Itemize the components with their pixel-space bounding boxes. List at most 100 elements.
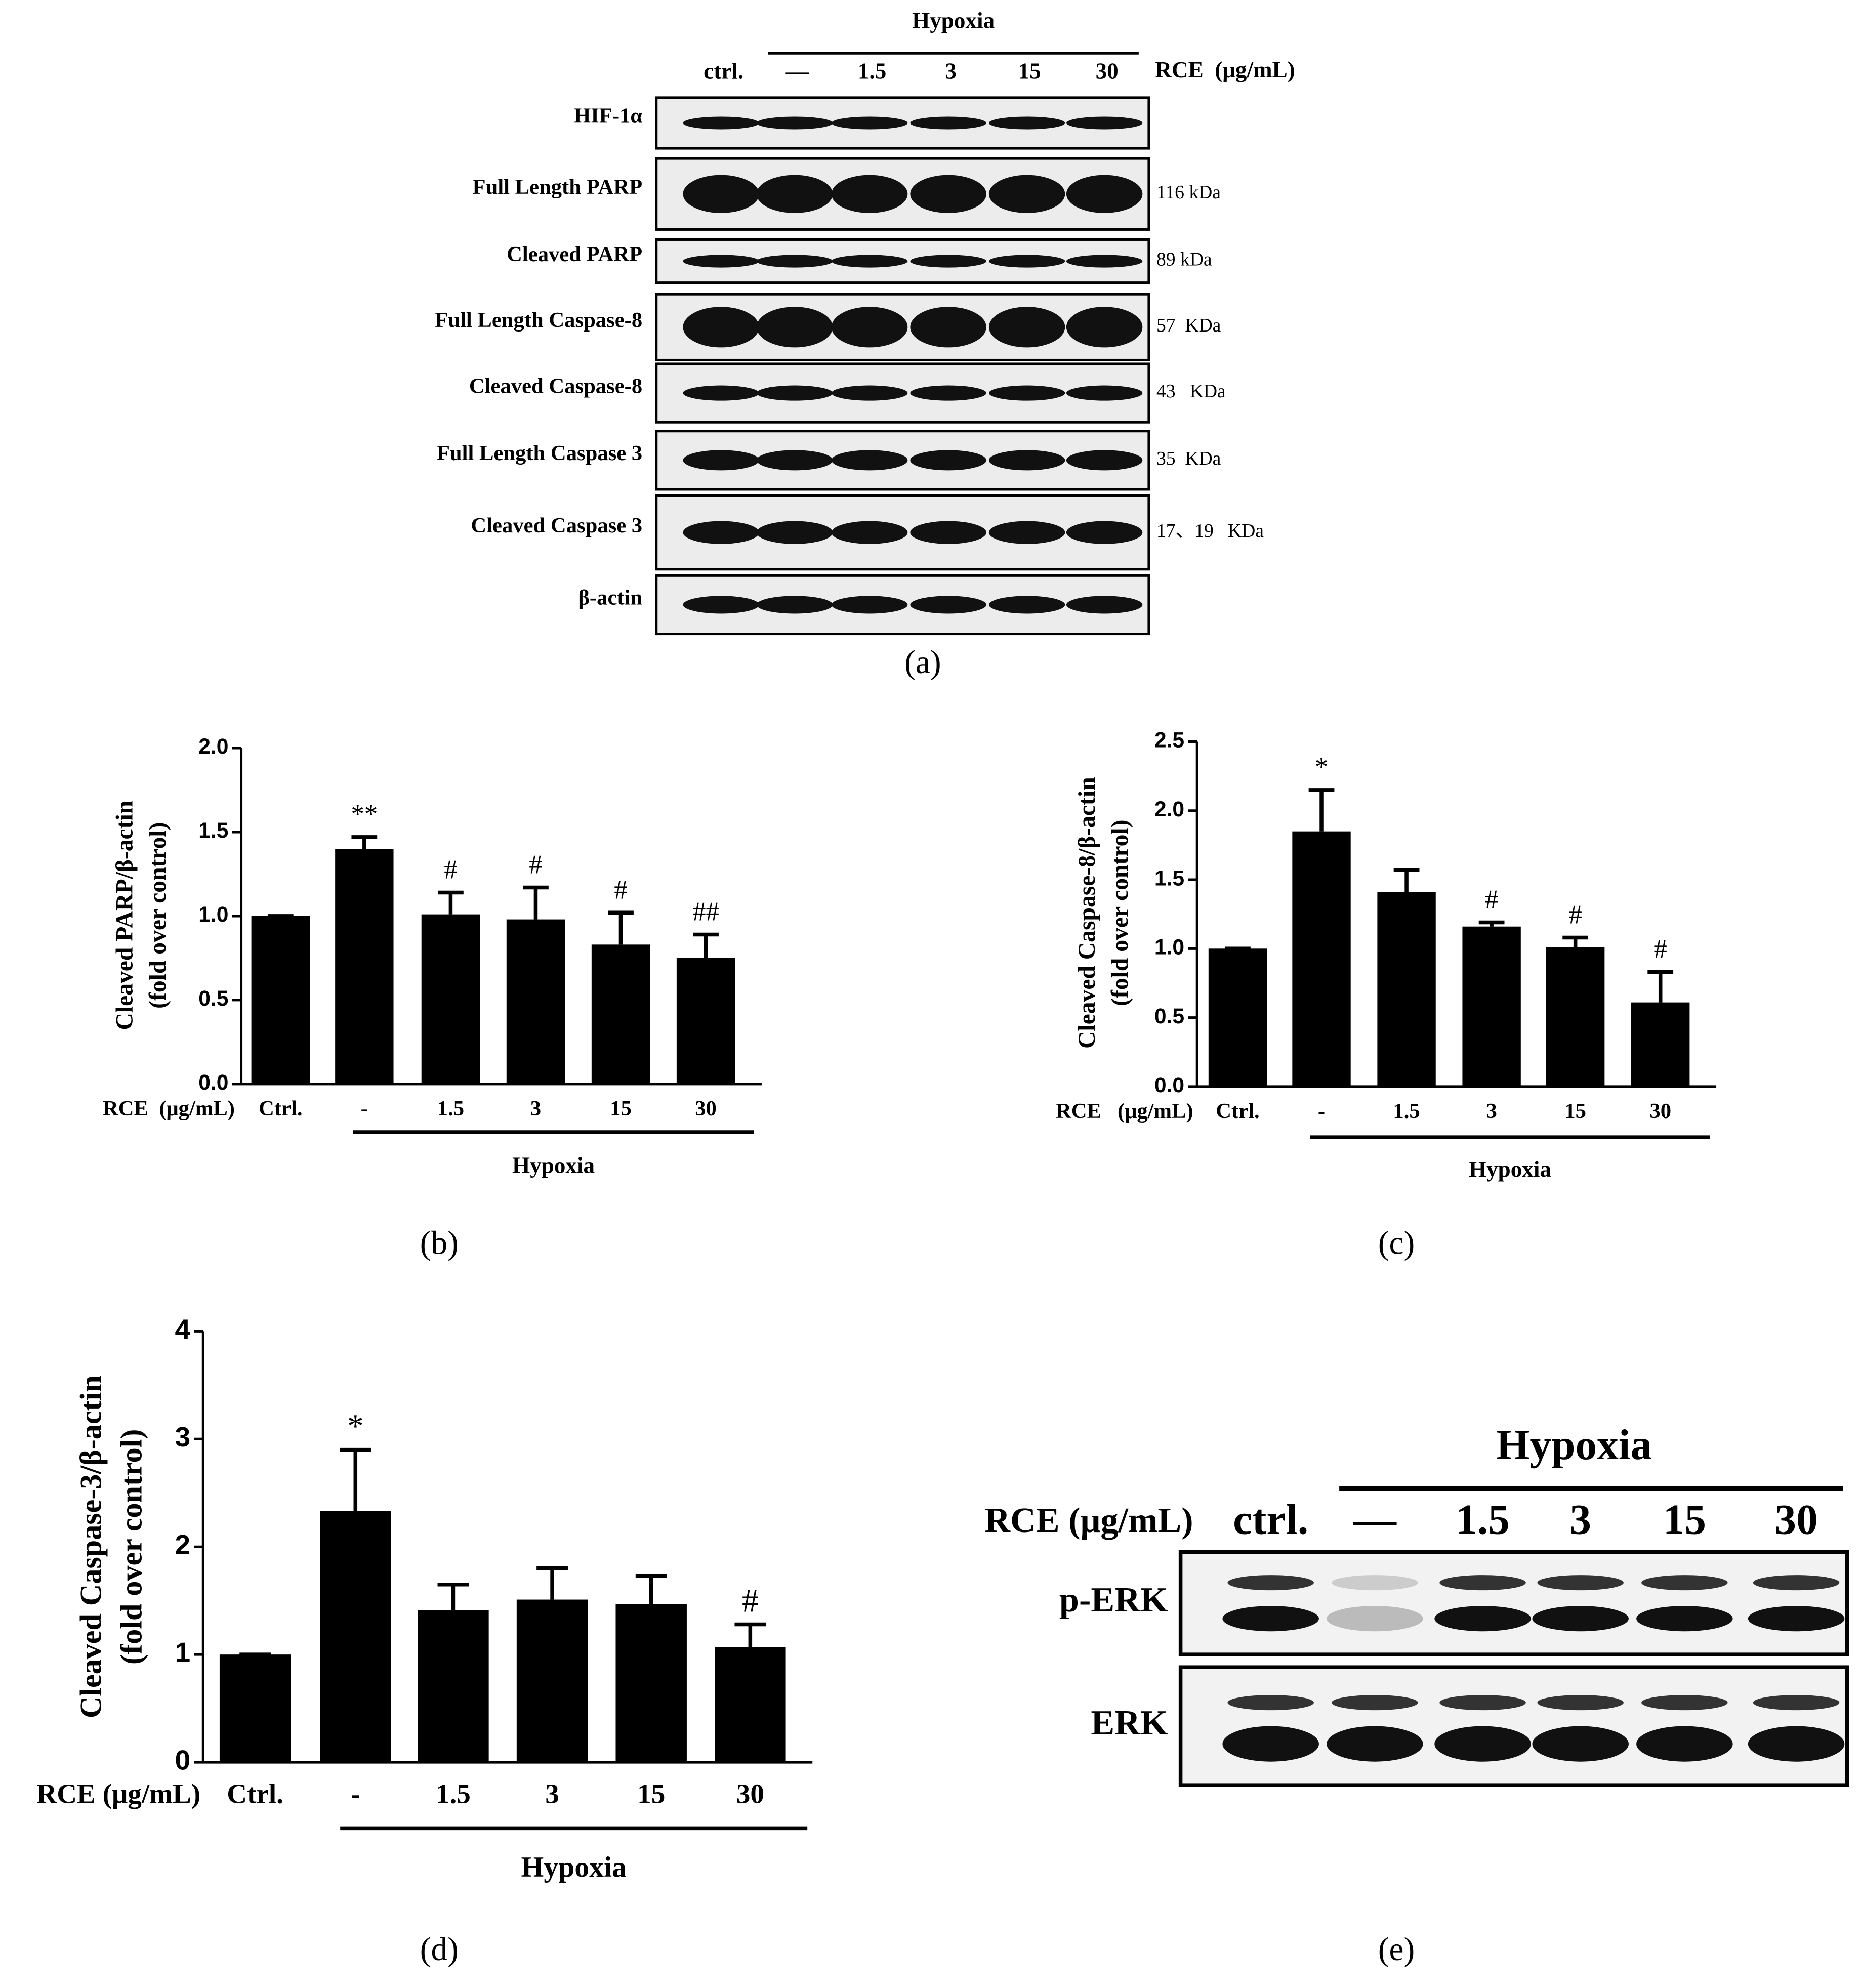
size-label: 17、19 KDa	[1156, 521, 1264, 542]
error-bar	[536, 1566, 568, 1600]
band	[1332, 1575, 1418, 1591]
band	[910, 450, 986, 471]
band	[910, 255, 986, 268]
band	[683, 255, 759, 268]
band	[756, 596, 833, 614]
band	[910, 521, 986, 544]
x-tick-label: -	[351, 1778, 360, 1809]
band	[756, 385, 833, 401]
y-tick-label: 4	[175, 1313, 191, 1345]
error-bar	[734, 1622, 766, 1647]
band	[1222, 1726, 1319, 1762]
treatment-label: RCE (μg/mL)	[984, 1501, 1193, 1540]
x-tick-label: 3	[1486, 1099, 1497, 1123]
row-label: Full Length Caspase-8	[435, 308, 642, 332]
error-bar	[351, 835, 378, 849]
x-tick-label: Ctrl.	[259, 1097, 302, 1121]
band	[910, 385, 986, 401]
band	[1753, 1575, 1840, 1591]
band	[910, 116, 986, 130]
bar	[251, 916, 310, 1084]
bar	[1462, 926, 1521, 1087]
lane-label: 15	[1018, 59, 1041, 84]
significance-label: #	[1654, 935, 1667, 964]
y-tick-label: 3	[175, 1421, 191, 1453]
band	[1227, 1575, 1314, 1591]
bar	[335, 849, 394, 1084]
band	[988, 521, 1065, 544]
y-tick-label: 0	[175, 1745, 191, 1776]
band	[1537, 1575, 1624, 1591]
band	[756, 255, 833, 268]
significance-label: ##	[692, 897, 719, 926]
row-label: HIF-1α	[574, 104, 642, 128]
y-tick-label: 1.5	[198, 818, 228, 843]
x-tick-label: Ctrl.	[1216, 1099, 1259, 1123]
lane-label: ctrl.	[1233, 1496, 1308, 1544]
band	[683, 385, 759, 401]
error-bar	[608, 910, 634, 945]
bar	[421, 914, 480, 1084]
band	[988, 255, 1065, 268]
band	[910, 596, 986, 614]
bar	[615, 1604, 687, 1763]
band	[683, 307, 759, 348]
x-tick-label: 1.5	[436, 1778, 471, 1809]
band	[1439, 1695, 1526, 1711]
error-bar	[1308, 788, 1335, 832]
band	[1636, 1606, 1733, 1632]
row-label: p-ERK	[1059, 1580, 1168, 1620]
group-label: Hypoxia	[1469, 1156, 1551, 1182]
x-tick-label: 1.5	[1393, 1099, 1420, 1123]
group-label: Hypoxia	[512, 1153, 595, 1178]
significance-label: #	[614, 875, 627, 904]
lane-label: 3	[945, 59, 957, 84]
y-tick-label: 1.5	[1154, 866, 1184, 890]
band	[683, 175, 759, 213]
band	[831, 255, 908, 268]
bar	[418, 1610, 489, 1763]
group-label: Hypoxia	[1496, 1421, 1652, 1469]
band	[831, 385, 908, 401]
band	[1537, 1695, 1624, 1711]
x-tick-label: 15	[1564, 1099, 1586, 1123]
x-axis-label: RCE (μg/mL)	[103, 1097, 235, 1121]
band	[831, 175, 908, 213]
band	[831, 450, 908, 471]
band	[1532, 1726, 1629, 1762]
bar	[591, 944, 650, 1084]
significance-label: *	[1315, 753, 1328, 782]
panel-label: (d)	[420, 1931, 459, 1968]
band	[683, 450, 759, 471]
panel-label: (e)	[1378, 1931, 1415, 1968]
size-label: 43 KDa	[1156, 381, 1226, 402]
row-label: Cleaved PARP	[507, 242, 642, 266]
band	[1222, 1606, 1319, 1632]
band	[1636, 1726, 1733, 1762]
bar	[1292, 831, 1351, 1087]
y-axis-label: (fold over control)	[1107, 820, 1133, 1006]
band	[1066, 385, 1143, 401]
bar	[1631, 1002, 1690, 1087]
x-tick-label: -	[1318, 1099, 1325, 1123]
x-tick-label: 1.5	[437, 1097, 464, 1121]
x-tick-label: 30	[695, 1097, 717, 1121]
band	[1532, 1606, 1629, 1632]
y-axis-label: Cleaved Caspase-3/β-actin	[74, 1375, 108, 1718]
error-bar	[693, 932, 719, 958]
band	[1439, 1575, 1526, 1591]
band	[1753, 1695, 1840, 1711]
x-axis-label: RCE (μg/mL)	[36, 1778, 200, 1809]
treatment-label: RCE (μg/mL)	[1155, 57, 1295, 82]
bar	[1208, 948, 1267, 1087]
y-tick-label: 1	[175, 1637, 191, 1668]
y-tick-label: 2.0	[198, 734, 228, 759]
group-label: Hypoxia	[521, 1851, 627, 1883]
x-tick-label: 30	[736, 1778, 764, 1809]
band	[988, 450, 1065, 471]
bar	[1546, 947, 1605, 1087]
significance-label: #	[529, 850, 542, 880]
blot-box	[1178, 1665, 1849, 1787]
band	[1066, 255, 1143, 268]
